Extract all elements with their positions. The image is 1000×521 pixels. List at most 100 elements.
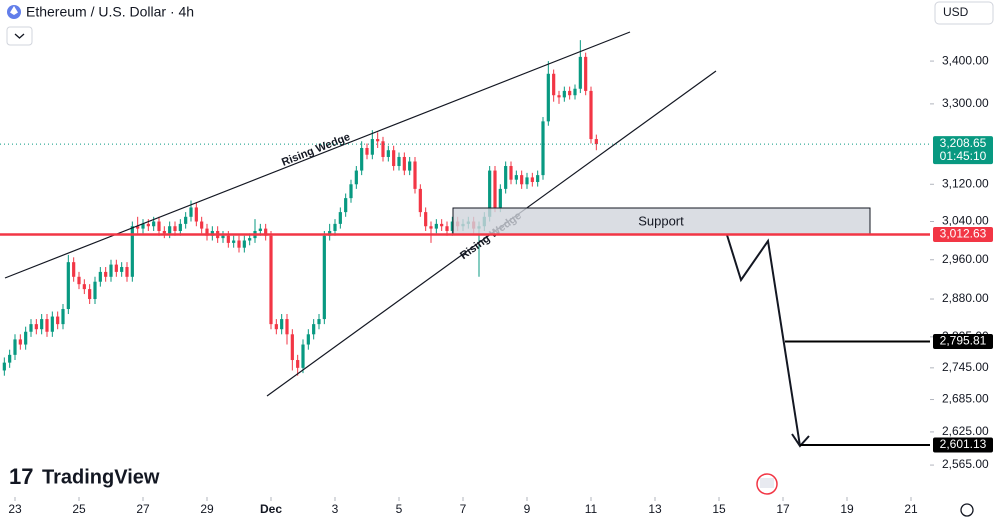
candle-body <box>162 230 166 234</box>
candle-body <box>381 141 385 157</box>
candle-body <box>146 223 150 227</box>
projection-path <box>726 234 801 447</box>
candle-body <box>194 207 198 222</box>
candle-body <box>178 223 182 231</box>
candle-body <box>168 226 172 234</box>
candle-body <box>349 184 353 199</box>
price-label-box <box>933 437 993 453</box>
support-label: Support <box>638 213 684 228</box>
brand: TradingView <box>42 466 160 488</box>
candle-body <box>173 226 177 231</box>
candle-body <box>440 223 444 227</box>
candle-body <box>546 73 550 122</box>
candle-body <box>360 147 364 171</box>
candle-body <box>333 223 337 231</box>
x-tick-label: 5 <box>396 502 403 516</box>
candle-body <box>344 198 348 213</box>
x-tick-label: 25 <box>72 502 86 516</box>
candle-body <box>50 316 54 332</box>
candle-body <box>109 264 113 277</box>
candle-body <box>290 334 294 361</box>
candle-body <box>242 240 246 248</box>
candle-body <box>296 360 300 368</box>
candle-body <box>205 228 209 236</box>
y-tick-label: 2,745.00 <box>942 360 989 374</box>
price-lines <box>0 143 930 447</box>
settings-icon[interactable] <box>960 503 974 517</box>
candle-body <box>312 324 316 335</box>
candle-body <box>152 221 156 227</box>
candle-body <box>8 354 12 363</box>
x-tick-label: 13 <box>648 502 662 516</box>
price-axis: 3,400.00 3,300.00 3,120.00 3,040.00 2,960.00… <box>8 53 993 516</box>
candle-body <box>413 161 417 189</box>
candle-body <box>18 339 22 345</box>
candle-body <box>317 319 321 325</box>
candle-body <box>392 150 396 167</box>
candle-body <box>248 238 252 241</box>
countdown-label: 01:45:10 <box>940 149 987 163</box>
candle-body <box>237 240 241 248</box>
candle-body <box>88 289 92 300</box>
x-tick-label: 11 <box>585 502 598 516</box>
candle-body <box>562 90 566 98</box>
candle-body <box>269 235 273 325</box>
eth-icon-glyph <box>10 6 18 15</box>
x-tick-label: 29 <box>200 502 214 516</box>
candle-body <box>504 166 508 189</box>
x-tick-label: Dec <box>260 502 282 516</box>
currency-button[interactable] <box>934 1 994 25</box>
candle-body <box>370 139 374 155</box>
candle-body <box>386 150 390 157</box>
candle-body <box>93 281 97 300</box>
candle-body <box>514 175 518 180</box>
x-tick-label: 21 <box>904 502 918 516</box>
candle-body <box>429 226 433 229</box>
candle-body <box>29 324 33 332</box>
candle-body <box>525 177 529 185</box>
y-tick-label: 2,685.00 <box>942 392 989 406</box>
x-tick-label: 23 <box>8 502 22 516</box>
candle-body <box>584 56 588 91</box>
candle-body <box>258 228 262 231</box>
x-tick-label: 15 <box>712 502 726 516</box>
y-tick-label: 2,565.00 <box>942 457 989 471</box>
candle-body <box>450 221 454 231</box>
candle-body <box>445 226 449 231</box>
price-label-box <box>933 226 993 242</box>
plot-area <box>2 40 598 376</box>
candle-body <box>424 212 428 227</box>
candle-body <box>418 188 422 213</box>
candle-body <box>184 216 188 224</box>
candle-body <box>221 235 225 239</box>
candle-body <box>125 267 129 277</box>
y-tick-label: 3,400.00 <box>942 53 989 67</box>
x-tick-label: 27 <box>136 502 150 516</box>
candle-body <box>402 156 406 171</box>
candle-body <box>82 284 86 290</box>
tv-logo-mark: 17 <box>9 464 33 489</box>
candle-body <box>157 221 161 231</box>
candle-body <box>365 147 369 155</box>
y-tick-label: 2,960.00 <box>942 252 989 266</box>
x-tick-label: 9 <box>524 502 531 516</box>
collapse-button[interactable] <box>6 26 33 46</box>
candle-body <box>280 319 284 330</box>
candle-body <box>306 334 310 345</box>
candle-body <box>557 95 561 98</box>
candle-body <box>66 262 70 310</box>
x-tick-label: 19 <box>840 502 854 516</box>
candle-body <box>40 319 44 330</box>
y-tick-label: 3,040.00 <box>942 214 989 228</box>
candle-body <box>200 221 204 229</box>
candle-body <box>397 156 401 167</box>
price-label: 2,601.13 <box>940 437 987 451</box>
candle-body <box>301 344 305 368</box>
y-tick-label: 3,120.00 <box>942 176 989 190</box>
price-label: 2,795.81 <box>940 334 987 348</box>
candle-body <box>72 262 76 277</box>
candle-body <box>274 324 278 330</box>
candle-body <box>114 264 118 272</box>
